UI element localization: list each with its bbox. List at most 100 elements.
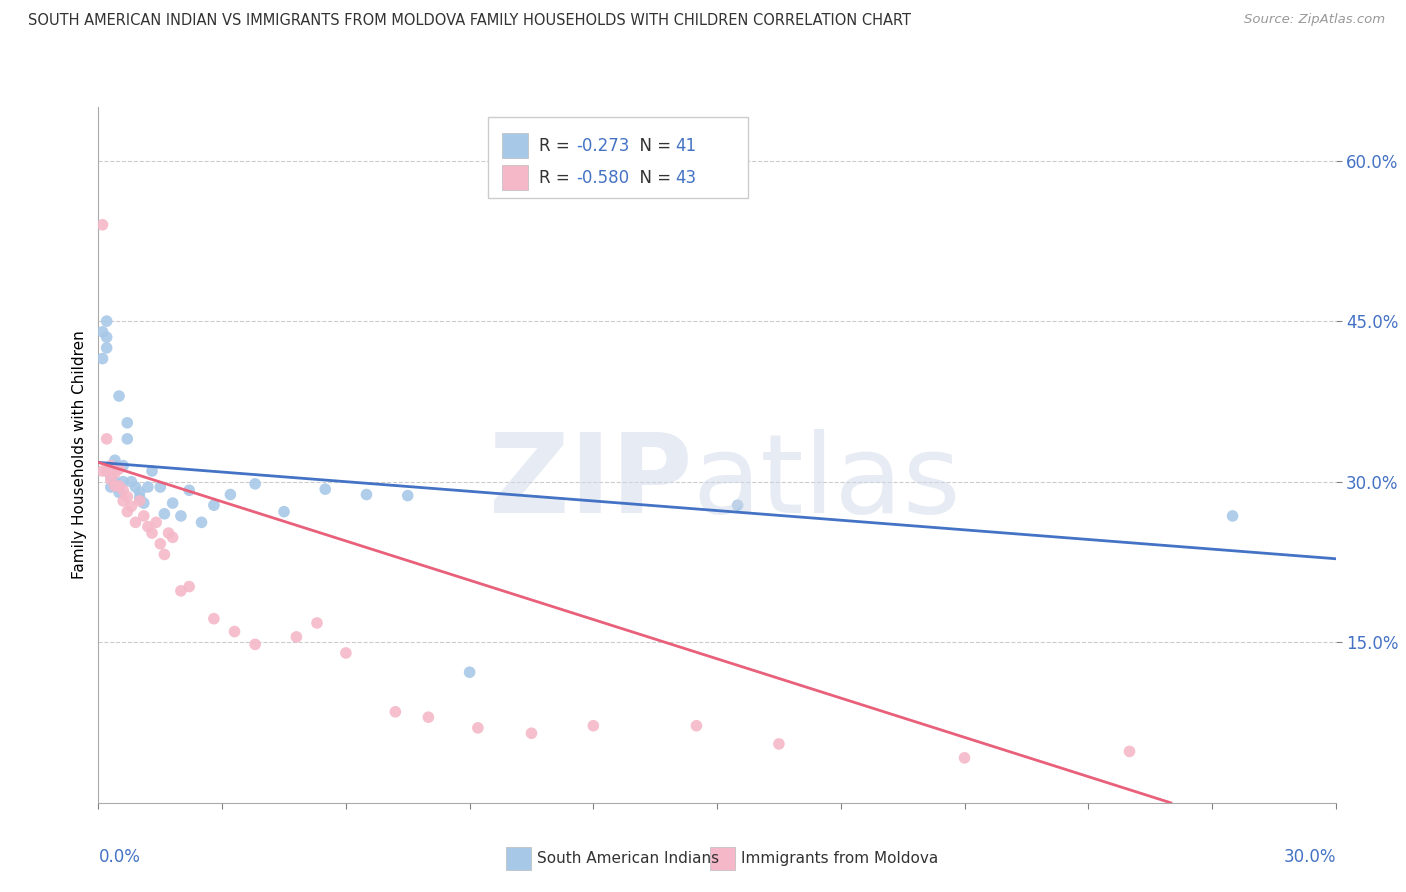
Point [179, 483, 201, 498]
Point [685, 719, 707, 733]
Text: South American Indians: South American Indians [537, 851, 720, 865]
Point [91, 464, 114, 478]
Point [384, 705, 406, 719]
Point [285, 630, 308, 644]
Text: N =: N = [628, 136, 676, 154]
Point [108, 479, 131, 493]
Point [314, 482, 336, 496]
Point [305, 615, 328, 630]
Point [112, 458, 135, 473]
Point [100, 458, 122, 473]
Point [202, 612, 225, 626]
Point [100, 473, 122, 487]
Point [132, 496, 155, 510]
Text: 41: 41 [675, 136, 696, 154]
Point [104, 475, 127, 489]
Text: 43: 43 [675, 169, 696, 186]
Point [1222, 508, 1244, 523]
Point [128, 491, 150, 505]
Point [162, 496, 184, 510]
Point [467, 721, 489, 735]
Point [520, 726, 543, 740]
Point [190, 516, 212, 530]
Point [91, 351, 114, 366]
Text: N =: N = [628, 169, 676, 186]
Point [91, 218, 114, 232]
Point [243, 637, 266, 651]
Point [96, 314, 118, 328]
Text: Immigrants from Moldova: Immigrants from Moldova [741, 851, 938, 865]
Text: 30.0%: 30.0% [1284, 848, 1336, 866]
Point [170, 508, 193, 523]
Point [136, 519, 159, 533]
Point [100, 469, 122, 483]
Point [1118, 744, 1140, 758]
Text: ZIP: ZIP [489, 429, 692, 536]
Text: R =: R = [538, 136, 575, 154]
Point [128, 485, 150, 500]
Point [243, 476, 266, 491]
Point [128, 494, 150, 508]
Point [396, 489, 419, 503]
Point [104, 479, 127, 493]
Point [356, 487, 378, 501]
Point [120, 475, 142, 489]
Point [458, 665, 481, 680]
Point [100, 464, 122, 478]
Point [120, 500, 142, 514]
Text: Source: ZipAtlas.com: Source: ZipAtlas.com [1244, 13, 1385, 27]
Point [145, 516, 167, 530]
Point [96, 464, 118, 478]
Point [112, 475, 135, 489]
Point [96, 432, 118, 446]
Point [273, 505, 295, 519]
Point [582, 719, 605, 733]
Point [157, 526, 180, 541]
Point [179, 580, 201, 594]
Point [141, 526, 163, 541]
Point [132, 508, 155, 523]
Text: SOUTH AMERICAN INDIAN VS IMMIGRANTS FROM MOLDOVA FAMILY HOUSEHOLDS WITH CHILDREN: SOUTH AMERICAN INDIAN VS IMMIGRANTS FROM… [28, 13, 911, 29]
Point [108, 462, 131, 476]
Text: R =: R = [538, 169, 575, 186]
Point [141, 464, 163, 478]
Point [96, 330, 118, 344]
Point [768, 737, 790, 751]
Text: -0.273: -0.273 [576, 136, 630, 154]
Y-axis label: Family Households with Children: Family Households with Children [72, 331, 87, 579]
Point [104, 458, 127, 473]
Point [104, 453, 127, 467]
Point [727, 498, 749, 512]
Point [108, 389, 131, 403]
Point [104, 466, 127, 480]
Point [224, 624, 246, 639]
Text: atlas: atlas [692, 429, 960, 536]
Point [117, 416, 139, 430]
Point [953, 751, 976, 765]
Point [100, 480, 122, 494]
Point [202, 498, 225, 512]
Point [219, 487, 242, 501]
Point [149, 537, 172, 551]
Point [117, 505, 139, 519]
Point [108, 485, 131, 500]
Point [108, 480, 131, 494]
Point [170, 583, 193, 598]
Point [100, 464, 122, 478]
Point [112, 483, 135, 498]
Point [153, 548, 176, 562]
Point [117, 432, 139, 446]
Point [149, 480, 172, 494]
Point [418, 710, 440, 724]
Point [112, 494, 135, 508]
Point [117, 490, 139, 504]
Point [124, 516, 146, 530]
Point [91, 325, 114, 339]
Point [153, 507, 176, 521]
Point [136, 480, 159, 494]
Point [335, 646, 357, 660]
Text: -0.580: -0.580 [576, 169, 630, 186]
Point [96, 341, 118, 355]
Point [124, 480, 146, 494]
Text: 0.0%: 0.0% [98, 848, 141, 866]
